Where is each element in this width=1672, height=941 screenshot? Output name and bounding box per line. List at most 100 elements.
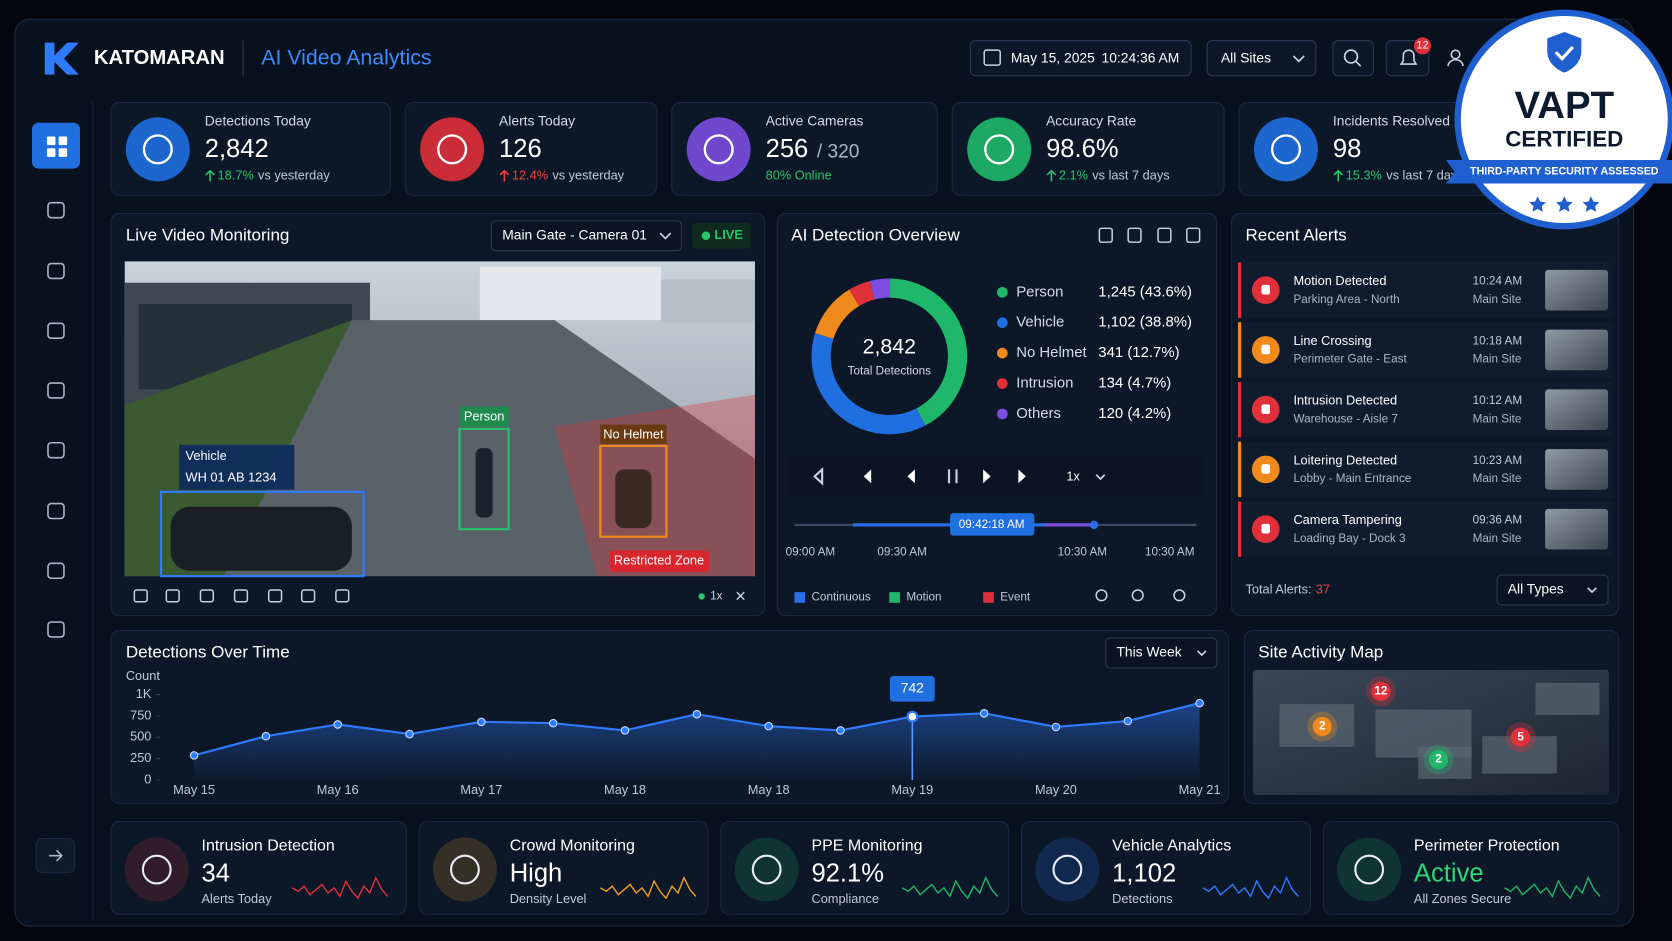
panel-title: Recent Alerts — [1245, 225, 1346, 244]
date: May 15, 2025 — [1011, 49, 1095, 65]
playback-control[interactable] — [907, 469, 915, 484]
nav-icon — [47, 201, 65, 219]
alert-thumbnail — [1545, 508, 1609, 550]
module-icon — [124, 837, 189, 902]
calendar-icon — [983, 49, 1001, 66]
zoom-control[interactable] — [1131, 589, 1144, 602]
playback-control[interactable] — [983, 469, 991, 484]
line-point — [764, 721, 773, 731]
toolbar-icon[interactable] — [1186, 227, 1201, 243]
chevron[interactable] — [1196, 650, 1207, 657]
chevron[interactable] — [659, 232, 672, 240]
map-marker-count: 5 — [1517, 730, 1524, 743]
nav-item[interactable] — [36, 193, 77, 227]
vehicle-label: Vehicle — [186, 448, 227, 463]
nav-item[interactable] — [36, 433, 77, 467]
line-point — [836, 726, 845, 735]
kpi-note: vs yesterday — [258, 167, 330, 182]
brand: KATOMARAN — [94, 47, 225, 69]
map-marker[interactable] — [1510, 727, 1531, 747]
close-icon[interactable] — [736, 591, 745, 601]
timeline-tick: 10:30 AM — [1145, 546, 1195, 559]
user-icon[interactable] — [1450, 49, 1461, 60]
module-card — [1021, 820, 1312, 915]
donut-segment — [811, 278, 968, 435]
nav-item[interactable] — [36, 612, 77, 646]
y-tick-label: 500 — [130, 729, 151, 744]
site-select[interactable] — [1206, 40, 1317, 77]
x-tick-label: May 20 — [1035, 782, 1077, 797]
playback-control[interactable] — [863, 469, 872, 484]
chevron[interactable] — [1587, 587, 1597, 594]
video-control[interactable] — [301, 589, 316, 603]
module-title: Crowd Monitoring — [510, 837, 635, 854]
module-caption: Density Level — [510, 891, 587, 906]
zoom-control[interactable] — [1173, 589, 1186, 602]
nav-icon — [47, 262, 65, 280]
toolbar-icon[interactable] — [1157, 227, 1172, 243]
alerts-filter[interactable] — [1496, 574, 1609, 606]
toolbar-icon[interactable] — [1098, 227, 1113, 243]
map-marker[interactable] — [1312, 716, 1332, 737]
live-dot — [701, 231, 711, 241]
kpi-icon-inner — [703, 134, 734, 165]
nav-icon — [47, 441, 65, 459]
chevron[interactable] — [1292, 55, 1305, 63]
alerts-total-label: Total Alerts: — [1245, 581, 1311, 596]
nav-item[interactable] — [36, 254, 77, 288]
nav-item[interactable] — [36, 373, 77, 407]
video-control[interactable] — [267, 589, 283, 603]
legend-dot — [997, 408, 1008, 420]
nav-icon — [47, 322, 65, 340]
helmet-tag — [600, 424, 667, 444]
toolbar-icon[interactable] — [1127, 227, 1142, 243]
video-control[interactable] — [233, 589, 249, 603]
playback-control[interactable] — [947, 469, 958, 484]
alert-accent — [1238, 381, 1242, 438]
map-marker[interactable] — [1371, 681, 1391, 701]
module-card — [1322, 820, 1620, 915]
legend-dot — [997, 347, 1008, 359]
module-caption: Alerts Today — [202, 891, 273, 906]
timeline-tick: 10:30 AM — [1058, 546, 1108, 559]
timeline-handle[interactable] — [1089, 520, 1099, 530]
search-button[interactable] — [1332, 40, 1374, 77]
legend-value: 341 (12.7%) — [1098, 344, 1179, 361]
map-marker[interactable] — [1428, 750, 1449, 770]
speed-dot — [698, 593, 705, 600]
line-point — [189, 751, 199, 760]
bell-icon — [1399, 49, 1418, 65]
panel-title: Live Video Monitoring — [126, 225, 290, 244]
alert-thumbnail — [1545, 269, 1609, 311]
module-card — [110, 820, 407, 915]
map-marker-count: 2 — [1319, 720, 1326, 733]
time-filter[interactable] — [1105, 637, 1218, 669]
kpi-card — [110, 101, 391, 196]
camera-name: Main Gate - Camera 01 — [502, 226, 647, 242]
chevron[interactable] — [1095, 474, 1106, 481]
video-control[interactable] — [335, 589, 350, 603]
sparkline — [1504, 875, 1601, 900]
playback-control[interactable] — [1018, 469, 1026, 484]
nav-icon — [47, 382, 65, 399]
nav-active[interactable] — [31, 122, 80, 169]
nav-item[interactable] — [36, 494, 77, 528]
zoom-control[interactable] — [1095, 589, 1108, 602]
nav-item[interactable] — [36, 554, 77, 588]
playback-control[interactable] — [813, 466, 824, 486]
badge-ribbon — [1445, 160, 1672, 184]
nav-item[interactable] — [36, 314, 77, 348]
alert-thumbnail — [1545, 329, 1609, 371]
video-control[interactable] — [199, 589, 215, 603]
camera-select[interactable] — [491, 220, 682, 252]
module-icon-inner — [141, 854, 172, 885]
highlight-value: 742 — [901, 679, 924, 695]
video-control[interactable] — [133, 589, 148, 603]
badge-shield — [1547, 32, 1582, 73]
video-control[interactable] — [165, 589, 180, 603]
alert-site: Main Site — [1473, 532, 1522, 545]
building-far-2 — [661, 279, 755, 323]
alert-location: Loading Bay - Dock 3 — [1293, 532, 1405, 545]
search-icon-handle — [1354, 60, 1362, 67]
alert-site: Main Site — [1473, 412, 1522, 425]
